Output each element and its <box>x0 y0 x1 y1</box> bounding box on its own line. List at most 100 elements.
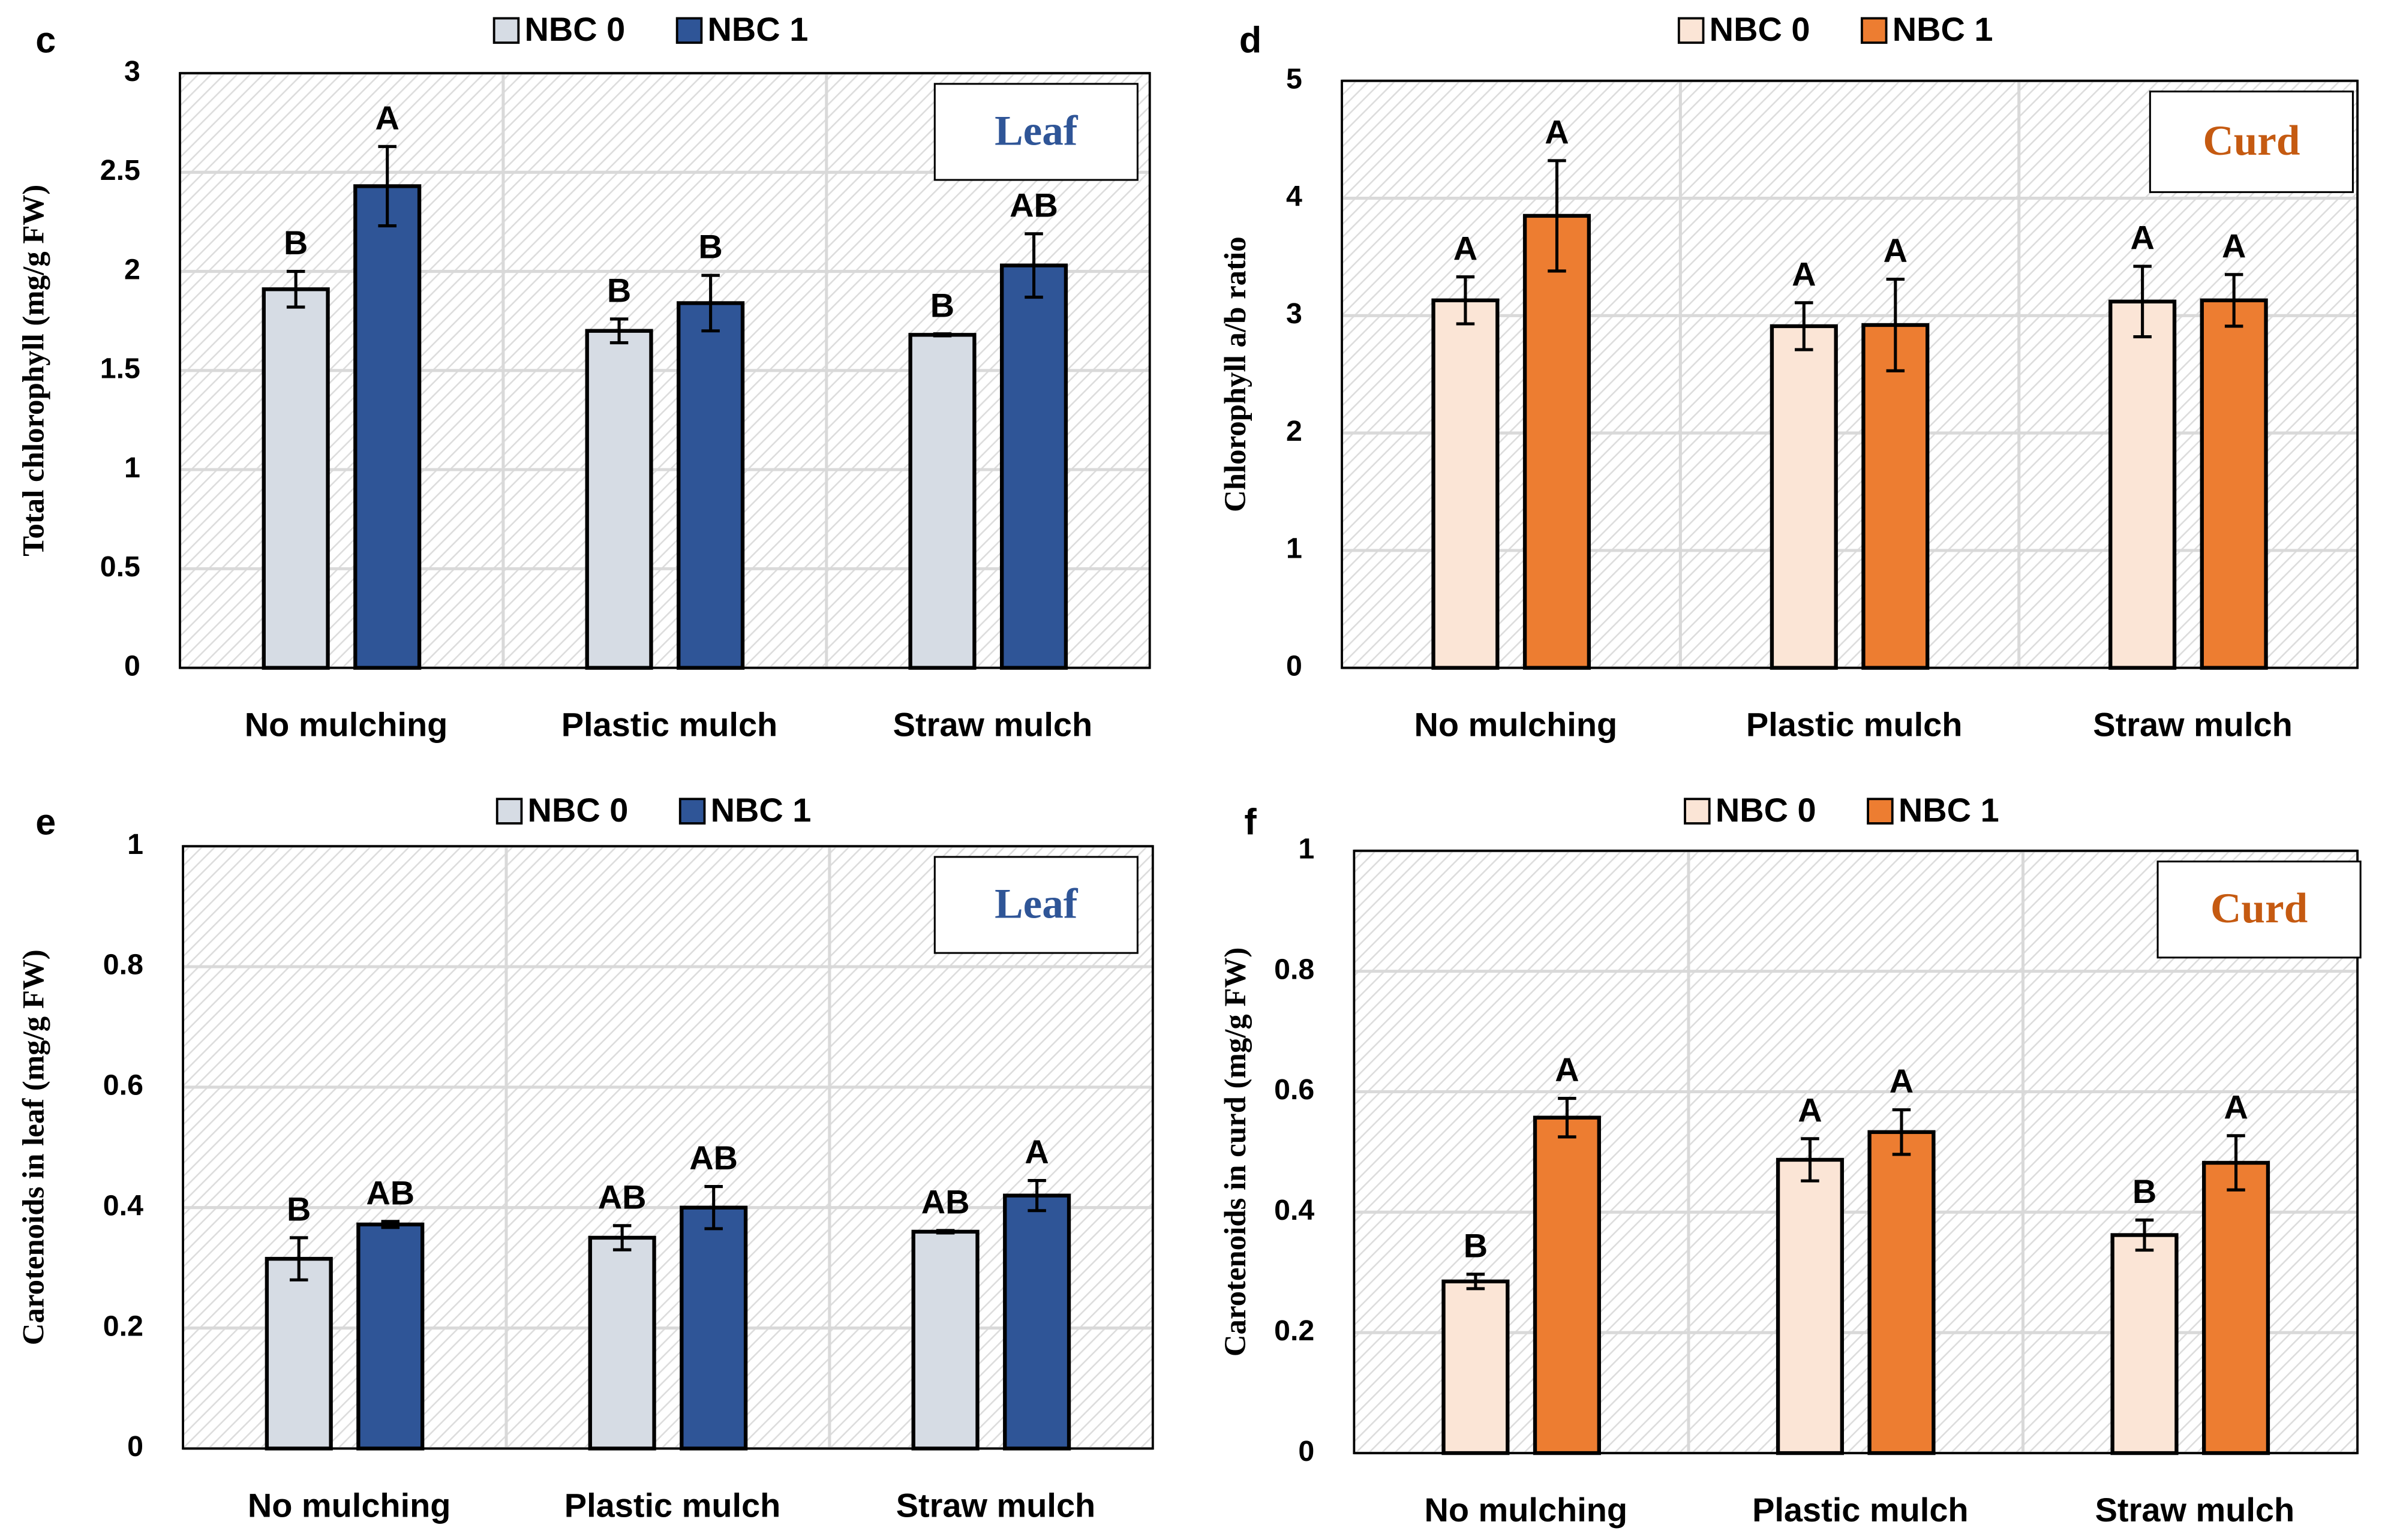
x-tick-label: Plastic mulch <box>564 1486 780 1524</box>
significance-letter: A <box>1545 113 1569 151</box>
error-bar <box>289 1236 308 1282</box>
y-tick-label: 0 <box>127 1430 143 1463</box>
error-bar <box>1801 1137 1819 1183</box>
bar <box>680 1205 748 1451</box>
error-bar <box>378 145 397 228</box>
significance-letter: A <box>1555 1051 1579 1088</box>
bar <box>2108 299 2177 670</box>
x-tick-label: No mulching <box>1414 706 1618 744</box>
bar <box>1861 323 1930 670</box>
bar <box>1776 1157 1845 1455</box>
significance-letter: B <box>1464 1226 1488 1264</box>
y-tick-label: 5 <box>1286 63 1302 95</box>
box-label: Curd <box>2203 118 2300 164</box>
y-tick-label: 1 <box>127 828 143 861</box>
legend-label: NBC 1 <box>711 791 812 829</box>
error-bar <box>933 332 952 338</box>
y-axis-label: Carotenoids in curd (mg/g FW) <box>1218 948 1252 1356</box>
y-tick-label: 1 <box>1286 533 1302 565</box>
panel-label: d <box>1239 19 1261 60</box>
y-tick-label: 1.5 <box>100 353 140 385</box>
bar <box>2200 298 2268 670</box>
x-tick-label: No mulching <box>1424 1491 1627 1529</box>
error-bar <box>936 1229 955 1235</box>
y-axis-label: Carotenoids in leaf (mg/g FW) <box>17 949 50 1345</box>
error-bar <box>1548 159 1566 273</box>
bar <box>1431 298 1500 670</box>
y-tick-label: 1 <box>124 452 140 484</box>
significance-letter: B <box>607 271 631 309</box>
y-tick-label: 3 <box>1286 297 1302 330</box>
significance-letter: A <box>1792 255 1816 293</box>
y-tick-label: 0.4 <box>1274 1194 1314 1226</box>
y-tick-label: 0.8 <box>1274 953 1314 985</box>
significance-letter: A <box>1025 1133 1049 1171</box>
bar <box>677 301 745 670</box>
significance-letter: A <box>1798 1091 1822 1129</box>
plot-border <box>1341 79 2359 669</box>
error-bar <box>704 1185 723 1231</box>
significance-letter: B <box>930 286 954 324</box>
legend-label: NBC 0 <box>1716 791 1816 829</box>
significance-letter: B <box>2132 1172 2156 1210</box>
y-tick-label: 2.5 <box>100 154 140 187</box>
x-tick-label: Straw mulch <box>2093 706 2292 744</box>
legend-swatch <box>675 17 703 44</box>
x-tick-label: No mulching <box>245 706 448 744</box>
box-label-frame <box>933 856 1139 954</box>
bar <box>2110 1233 2179 1455</box>
bar <box>1770 324 1838 670</box>
y-tick-label: 0.5 <box>100 551 140 583</box>
y-tick-label: 0 <box>1298 1435 1314 1467</box>
legend-label: NBC 1 <box>708 10 809 48</box>
legend-label: NBC 0 <box>1710 10 1810 48</box>
error-bar <box>609 317 629 345</box>
bar <box>585 329 653 670</box>
error-bar <box>1795 301 1813 351</box>
y-tick-label: 0.4 <box>103 1189 143 1222</box>
legend-label: NBC 1 <box>1893 10 1993 48</box>
error-bar <box>1466 1273 1485 1291</box>
bar <box>999 263 1068 670</box>
y-tick-label: 2 <box>124 253 140 285</box>
significance-letter: AB <box>366 1174 414 1211</box>
error-bar <box>701 273 720 333</box>
legend-swatch <box>1677 17 1705 44</box>
y-tick-label: 0.2 <box>1274 1315 1314 1347</box>
bar <box>911 1229 980 1451</box>
error-bar <box>2224 273 2243 328</box>
significance-letter: B <box>698 228 722 266</box>
legend-swatch <box>1684 798 1711 825</box>
y-tick-label: 4 <box>1286 180 1302 212</box>
box-label-frame <box>2149 91 2354 193</box>
y-axis-label: Total chlorophyll (mg/g FW) <box>17 185 50 557</box>
y-tick-label: 0 <box>124 649 140 682</box>
significance-letter: A <box>2222 227 2246 264</box>
bar <box>1867 1130 1936 1455</box>
bar <box>1003 1193 1071 1451</box>
y-tick-label: 0.6 <box>103 1069 143 1102</box>
box-label: Leaf <box>995 880 1079 927</box>
error-bar <box>1028 1178 1046 1213</box>
significance-letter: AB <box>689 1139 738 1177</box>
panel-label: c <box>35 19 56 60</box>
legend-swatch <box>495 798 523 825</box>
plot-border <box>182 845 1154 1450</box>
significance-letter: AB <box>921 1183 970 1220</box>
error-bar <box>2135 1218 2154 1252</box>
legend-swatch <box>492 17 520 44</box>
significance-letter: A <box>1890 1062 1914 1100</box>
significance-letter: B <box>284 224 308 261</box>
y-tick-label: 1 <box>1298 833 1314 865</box>
bar <box>908 333 977 670</box>
bar <box>265 1256 333 1451</box>
plot-border <box>179 72 1151 669</box>
plot-border <box>1353 849 2359 1454</box>
bar <box>1441 1279 1510 1455</box>
panel-label: e <box>35 802 56 843</box>
x-tick-label: Plastic mulch <box>561 706 777 744</box>
y-tick-label: 0 <box>1286 649 1302 682</box>
bar <box>588 1235 656 1451</box>
significance-letter: AB <box>598 1178 647 1216</box>
